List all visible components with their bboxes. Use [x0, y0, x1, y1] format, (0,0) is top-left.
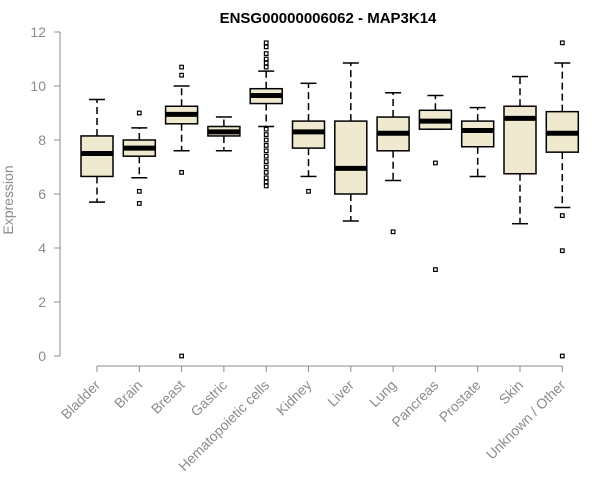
y-tick-label: 0 [38, 348, 46, 364]
chart-title: ENSG00000006062 - MAP3K14 [220, 10, 437, 27]
box-unknown-other [545, 40, 580, 359]
box-pancreas [418, 94, 453, 272]
x-tick-label: Breast [148, 377, 188, 417]
x-tick-label: Pancreas [388, 377, 441, 430]
outlier-point [263, 148, 269, 154]
y-tick-label: 10 [30, 78, 46, 94]
outlier-point [263, 159, 269, 165]
outlier-point [263, 132, 269, 138]
x-tick-label: Skin [496, 377, 527, 408]
x-tick-label: Prostate [436, 377, 484, 425]
outlier-point [559, 40, 565, 46]
box-kidney [291, 82, 326, 194]
outlier-point [263, 183, 269, 189]
iqr-box [460, 120, 495, 148]
outlier-point [390, 229, 396, 235]
box-brain [122, 110, 157, 206]
outlier-point [559, 213, 565, 219]
box-lung [376, 92, 410, 235]
box-gastric [207, 116, 241, 152]
outlier-point [263, 143, 269, 148]
iqr-box [291, 120, 326, 149]
box-prostate [460, 106, 495, 178]
outlier-point [559, 248, 565, 254]
outlier-point [136, 188, 142, 194]
x-tick-label: Liver [324, 377, 357, 410]
outlier-point [306, 188, 311, 194]
box-breast [164, 64, 199, 359]
box-skin [503, 75, 537, 225]
outlier-point [559, 353, 565, 359]
outlier-point [263, 137, 269, 143]
x-tick-label: Lung [366, 377, 399, 410]
outlier-point [263, 60, 269, 66]
y-axis: 0 2 4 6 8 10 12 [30, 24, 61, 364]
outlier-point [433, 267, 438, 272]
iqr-box [334, 120, 368, 195]
box-bladder [80, 98, 114, 203]
outlier-point [263, 164, 269, 170]
outlier-point [136, 201, 142, 206]
outlier-point [263, 44, 269, 50]
outlier-point [263, 56, 269, 62]
y-tick-label: 4 [38, 240, 46, 256]
outlier-point [263, 175, 269, 181]
iqr-box [80, 135, 114, 178]
outlier-point [179, 170, 185, 175]
outlier-point [263, 179, 269, 185]
box-liver [334, 62, 368, 222]
y-axis-label: Expression [0, 165, 16, 234]
outlier-point [263, 51, 269, 56]
outlier-point [179, 64, 185, 70]
outlier-point [263, 153, 269, 159]
box-hematopoietic-cells [249, 40, 283, 189]
x-tick-label: Bladder [58, 377, 104, 423]
outlier-point [136, 110, 142, 116]
outlier-point [433, 160, 438, 166]
y-tick-label: 6 [38, 186, 46, 202]
x-tick-label: Kidney [273, 377, 315, 419]
x-tick-label: Brain [111, 377, 145, 411]
outlier-point [263, 64, 269, 70]
outlier-point [179, 353, 185, 359]
y-tick-label: 2 [38, 294, 46, 310]
x-tick-label: Unknown / Other [483, 377, 569, 463]
outlier-point [179, 72, 185, 78]
y-tick-label: 8 [38, 132, 46, 148]
box-series [80, 40, 580, 359]
outlier-point [263, 126, 269, 132]
y-tick-label: 12 [30, 24, 46, 40]
outlier-point [263, 170, 269, 175]
outlier-point [263, 40, 269, 46]
